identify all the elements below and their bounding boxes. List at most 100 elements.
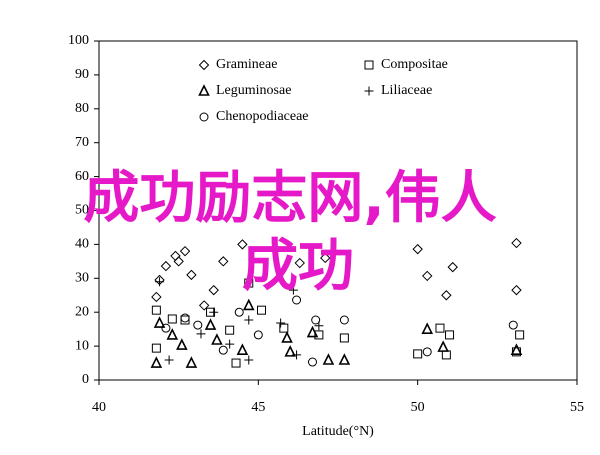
point bbox=[208, 284, 219, 296]
point bbox=[276, 318, 286, 328]
point bbox=[180, 313, 190, 323]
point bbox=[237, 239, 248, 250]
x-tick-label: 40 bbox=[92, 400, 106, 415]
legend-label: Gramineae bbox=[216, 57, 277, 72]
point bbox=[422, 270, 433, 282]
point bbox=[180, 315, 190, 325]
point bbox=[244, 315, 254, 325]
point bbox=[288, 285, 298, 295]
point bbox=[176, 338, 188, 350]
point bbox=[170, 250, 181, 262]
point bbox=[311, 315, 321, 325]
point bbox=[236, 343, 249, 355]
y-tick-label: 100 bbox=[68, 33, 89, 48]
point bbox=[435, 323, 445, 333]
point bbox=[179, 245, 191, 257]
legend-label: Liliaceae bbox=[381, 83, 432, 98]
point bbox=[234, 307, 244, 317]
point bbox=[422, 347, 432, 357]
point bbox=[338, 353, 351, 365]
point bbox=[421, 322, 434, 334]
point bbox=[508, 320, 518, 330]
point bbox=[151, 343, 161, 353]
y-tick-label: 30 bbox=[75, 271, 89, 286]
point bbox=[186, 269, 197, 281]
legend-label: Compositae bbox=[381, 57, 448, 72]
point bbox=[511, 237, 522, 249]
point bbox=[193, 320, 203, 330]
point bbox=[153, 316, 166, 328]
point bbox=[441, 290, 452, 301]
point bbox=[412, 243, 423, 255]
point bbox=[281, 331, 293, 343]
y-tick-label: 10 bbox=[75, 338, 89, 353]
point bbox=[155, 277, 165, 287]
point bbox=[211, 333, 223, 345]
point bbox=[151, 291, 162, 303]
point bbox=[314, 330, 324, 340]
legend-label: Chenopodiaceae bbox=[216, 109, 309, 124]
x-tick-label: 45 bbox=[251, 400, 265, 415]
point bbox=[185, 356, 198, 368]
watermark: 成功 bbox=[242, 234, 354, 299]
point bbox=[218, 256, 229, 267]
point bbox=[198, 300, 210, 311]
legend-marker bbox=[364, 86, 374, 96]
y-tick-label: 70 bbox=[75, 135, 89, 150]
point bbox=[225, 339, 235, 349]
point bbox=[150, 356, 163, 368]
x-tick-label: 55 bbox=[570, 400, 584, 415]
point bbox=[166, 328, 179, 340]
y-tick-label: 20 bbox=[75, 304, 89, 319]
point bbox=[242, 298, 255, 311]
point bbox=[167, 314, 177, 324]
point bbox=[225, 325, 235, 335]
point bbox=[160, 260, 172, 272]
y-tick-label: 90 bbox=[75, 67, 89, 82]
point bbox=[413, 349, 423, 359]
point bbox=[511, 284, 522, 296]
point bbox=[292, 295, 302, 305]
y-tick-label: 60 bbox=[75, 169, 89, 184]
point bbox=[320, 252, 331, 264]
point bbox=[257, 305, 267, 315]
point bbox=[292, 350, 302, 360]
point bbox=[515, 330, 525, 340]
watermark: 成功励志网,伟人 bbox=[83, 166, 496, 231]
point bbox=[151, 305, 161, 315]
legend-label: Leguminosae bbox=[216, 83, 291, 98]
legend-marker bbox=[198, 59, 210, 71]
point bbox=[294, 257, 305, 269]
y-tick-label: 80 bbox=[75, 101, 89, 116]
point bbox=[173, 256, 184, 267]
point bbox=[322, 353, 335, 365]
point bbox=[244, 278, 254, 288]
point bbox=[510, 343, 523, 355]
point bbox=[339, 315, 349, 325]
legend-marker bbox=[364, 60, 374, 70]
point bbox=[339, 333, 349, 343]
legend-marker bbox=[198, 84, 210, 96]
point bbox=[253, 330, 263, 340]
point bbox=[164, 355, 174, 365]
point bbox=[231, 358, 241, 368]
point bbox=[204, 318, 217, 330]
point bbox=[196, 329, 206, 339]
x-tick-label: 50 bbox=[411, 400, 425, 415]
point bbox=[284, 345, 296, 357]
point bbox=[209, 307, 219, 317]
point bbox=[447, 261, 458, 273]
point bbox=[441, 350, 451, 360]
y-tick-label: 40 bbox=[75, 237, 89, 252]
point bbox=[161, 323, 171, 333]
x-axis-label: Latitude(°N) bbox=[302, 424, 374, 439]
y-tick-label: 50 bbox=[75, 203, 89, 218]
point bbox=[218, 345, 228, 355]
legend-marker bbox=[199, 112, 209, 122]
point bbox=[244, 355, 254, 365]
point bbox=[437, 340, 449, 352]
y-tick-label: 0 bbox=[82, 372, 89, 387]
point bbox=[279, 323, 289, 333]
point bbox=[308, 357, 318, 367]
